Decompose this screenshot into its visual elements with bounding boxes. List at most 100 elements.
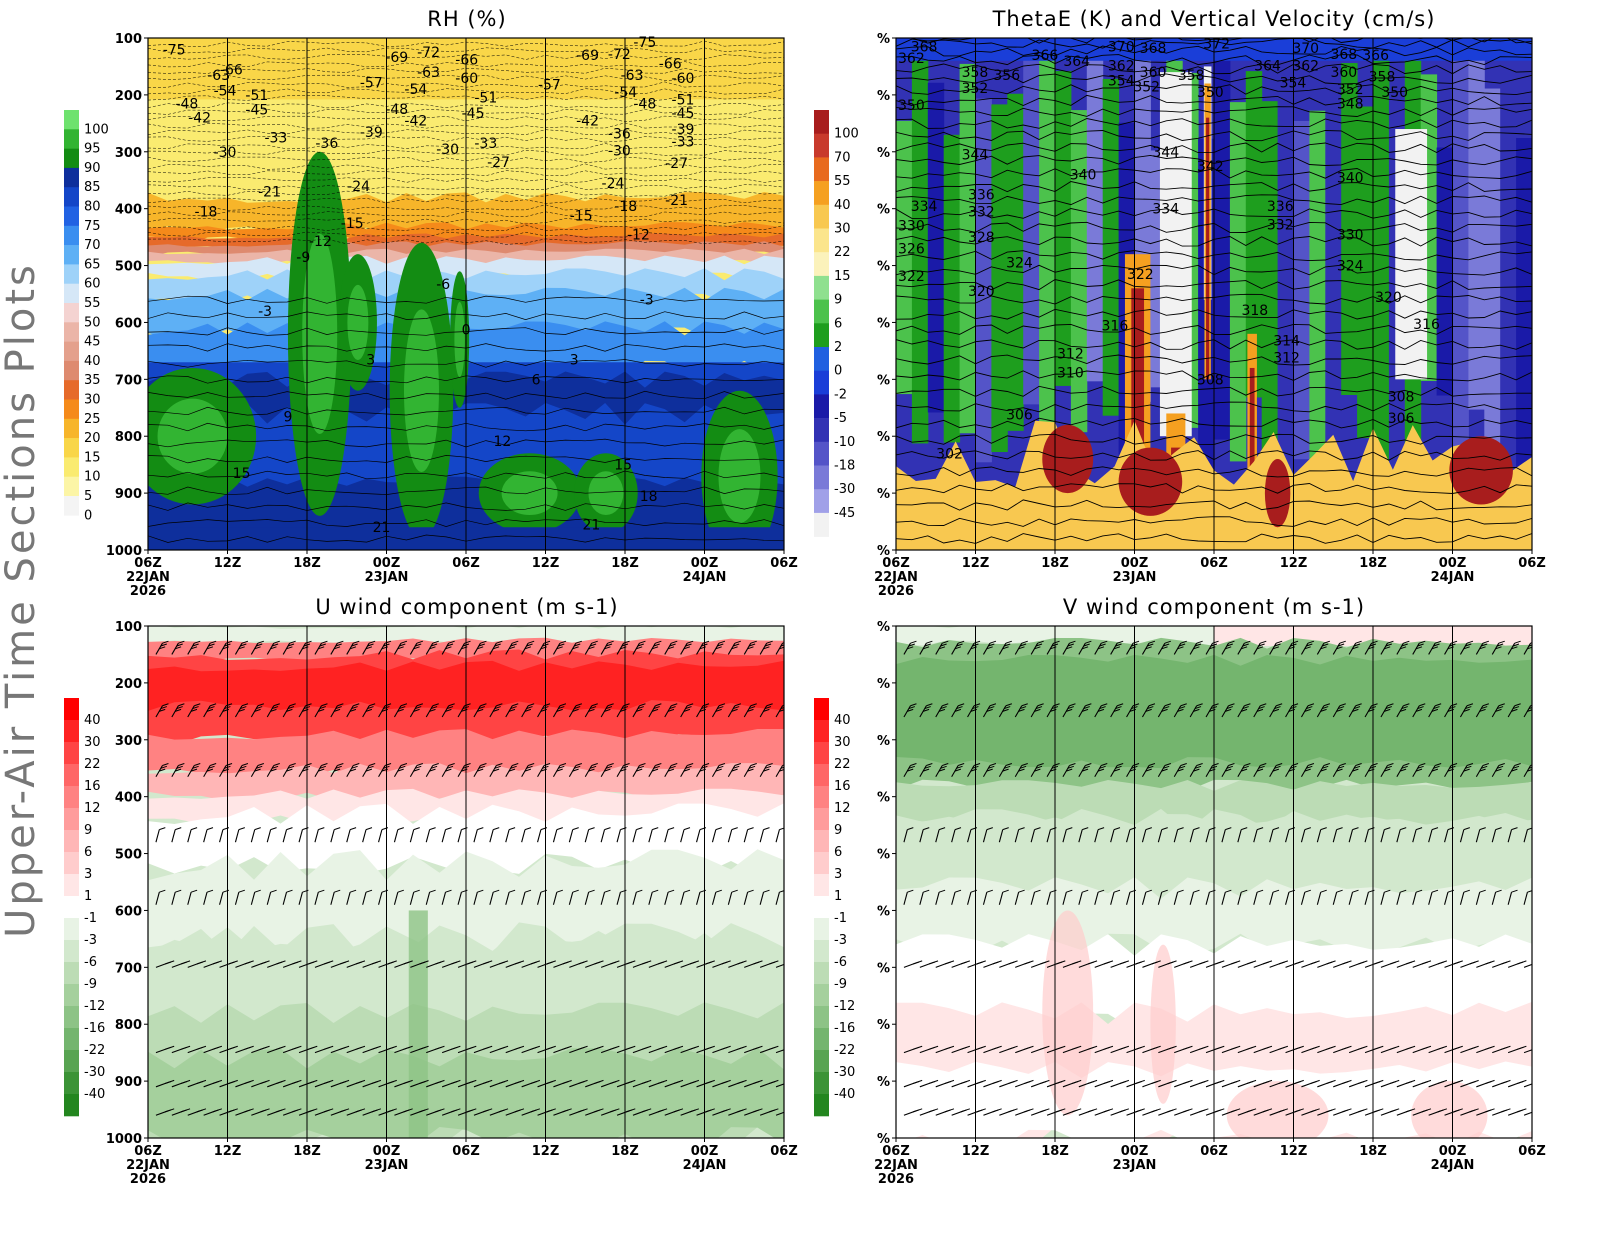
contour-label: -63 [207, 68, 230, 84]
x-tick-label: 18Z [611, 1144, 639, 1159]
colorbar-label: -3 [84, 933, 97, 948]
contour-label: -54 [614, 85, 637, 101]
contour-label: -30 [436, 142, 459, 158]
colorbar-label: -16 [834, 1021, 855, 1036]
contour-label: 336 [968, 187, 995, 203]
date-label: 23JAN [1113, 1158, 1157, 1173]
colorbar-swatch [814, 110, 829, 134]
colorbar-label: 90 [84, 161, 101, 176]
colorbar-swatch [64, 1072, 79, 1095]
colorbar-label: 40 [84, 713, 101, 728]
colorbar-swatch [814, 323, 829, 348]
chart-title: RH (%) [427, 7, 506, 31]
contour-label: 306 [1388, 411, 1415, 427]
date-label: 23JAN [365, 570, 409, 585]
y-tick-label: % [877, 373, 890, 388]
contour-label: -18 [614, 199, 637, 215]
contour-label: -39 [360, 125, 383, 141]
colorbar-label: 15 [84, 450, 101, 465]
contour-label: -45 [462, 106, 485, 122]
colorbar-swatch [814, 1006, 829, 1029]
colorbar-swatch [814, 441, 829, 466]
y-tick-label: 600 [115, 904, 142, 919]
date-label: 22JAN [874, 1158, 918, 1173]
colorbar-swatch [814, 896, 829, 919]
x-tick-label: 12Z [962, 556, 990, 571]
colorbar-swatch [64, 206, 79, 227]
colorbar-label: 45 [84, 335, 101, 350]
colorbar-swatch [64, 264, 79, 284]
contour-label: -30 [608, 144, 631, 160]
colorbar-swatch [814, 394, 829, 419]
y-tick-label: % [877, 848, 890, 863]
contour-label: 324 [1337, 259, 1364, 275]
colorbar-label: 35 [84, 373, 101, 388]
contour-label: 15 [233, 466, 251, 482]
colorbar-label: 100 [84, 122, 109, 137]
x-tick-label: 18Z [1041, 1144, 1069, 1159]
chart-title: U wind component (m s-1) [315, 595, 618, 619]
colorbar-label: -45 [834, 506, 855, 521]
contour-label: 21 [582, 517, 600, 533]
year-label: 2026 [878, 1172, 914, 1187]
contour-label: 326 [898, 241, 925, 257]
contour-label: -66 [659, 57, 682, 73]
x-tick-label: 06Z [452, 1144, 480, 1159]
colorbar-swatch [64, 1050, 79, 1073]
colorbar-swatch [814, 984, 829, 1007]
colorbar-swatch [814, 489, 829, 514]
colorbar-label: 12 [834, 801, 851, 816]
contour-label: 334 [1152, 202, 1179, 218]
contour-label: 364 [1254, 58, 1281, 74]
colorbar-label: 100 [834, 127, 859, 142]
y-tick-label: 100 [115, 32, 142, 47]
colorbar-label: 6 [834, 316, 842, 331]
y-tick-label: 500 [115, 848, 142, 863]
contour-label: -9 [296, 250, 310, 266]
colorbar-label: 6 [84, 845, 92, 860]
contour-label: 330 [1337, 227, 1364, 243]
colorbar-label: 9 [84, 823, 92, 838]
date-label: 23JAN [1113, 570, 1157, 585]
contour-label: -54 [214, 83, 237, 99]
colorbar-swatch [814, 275, 829, 300]
colorbar-swatch [814, 299, 829, 324]
side-title: Upper-Air Time Sections Plots [0, 262, 44, 938]
x-tick-label: 06Z [1518, 556, 1546, 571]
colorbar-label: -9 [834, 977, 847, 992]
y-tick-label: % [877, 146, 890, 161]
colorbar-label: 75 [84, 219, 101, 234]
vwind-field [896, 626, 1532, 1138]
x-tick-label: 06Z [1200, 1144, 1228, 1159]
colorbar-label: 1 [84, 889, 92, 904]
colorbar-label: -9 [84, 977, 97, 992]
contour-label: 372 [1203, 37, 1230, 53]
colorbar-swatch [814, 204, 829, 229]
colorbar-swatch [64, 457, 79, 477]
x-tick-label: 00Z [373, 556, 401, 571]
contour-label: 342 [1197, 159, 1224, 175]
x-tick-label: 06Z [770, 1144, 798, 1159]
contour-label: -69 [576, 48, 599, 64]
colorbar-swatch [64, 167, 79, 188]
contour-label: 368 [1140, 41, 1167, 57]
contour-label: -66 [220, 62, 243, 78]
contour-label: -51 [474, 91, 497, 107]
x-tick-label: 12Z [1280, 556, 1308, 571]
contour-label: -45 [672, 106, 695, 122]
y-tick-label: 900 [115, 487, 142, 502]
colorbar-swatch [64, 786, 79, 809]
contour-label: -15 [570, 208, 593, 224]
uwind-field [148, 626, 784, 1138]
panel-rh: -75-66-63-54 -51-48 -45-42-33-30-21-18-36-… [64, 7, 798, 599]
colorbar-label: -2 [834, 387, 847, 402]
colorbar-swatch [64, 1028, 79, 1051]
contour-label: -27 [487, 155, 510, 171]
colorbar-label: -6 [834, 955, 847, 970]
colorbar-swatch [64, 698, 79, 721]
contour-label: -60 [455, 71, 478, 87]
colorbar-swatch [814, 698, 829, 721]
colorbar-swatch [814, 252, 829, 277]
